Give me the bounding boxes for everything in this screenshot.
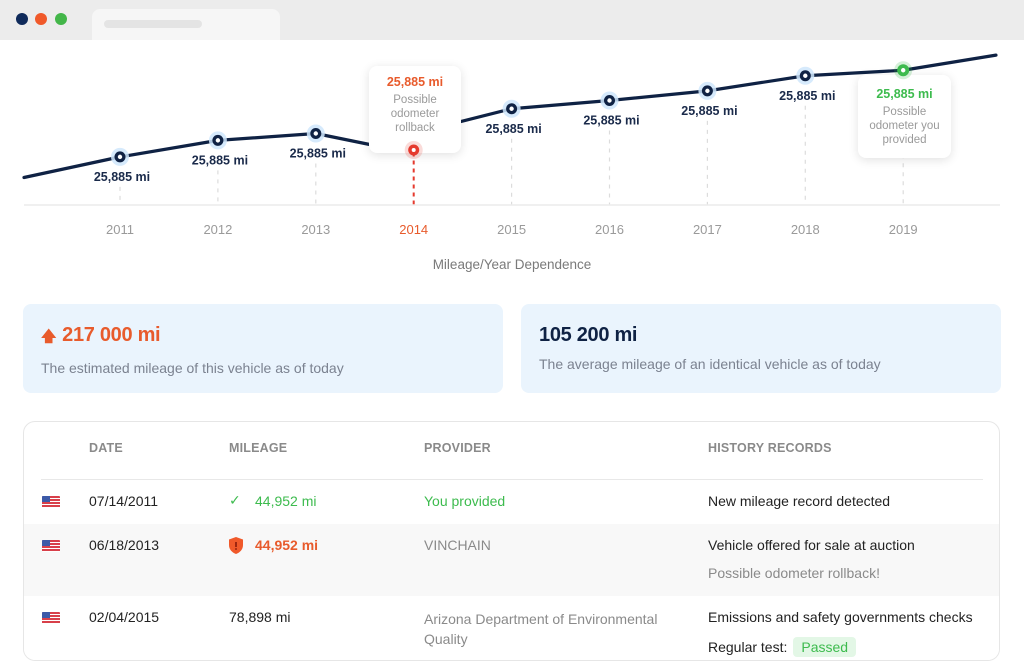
row-record: New mileage record detected [708,493,891,509]
x-tick-2018: 2018 [791,222,820,237]
provided-tooltip-value: 25,885 mi [876,87,933,101]
point-core-2016 [607,98,612,103]
estimated-mileage-description: The estimated mileage of this vehicle as… [41,360,344,376]
rollback-tooltip-text-1: Possible [393,94,437,106]
row-record: Vehicle offered for sale at auction [708,537,915,553]
rollback-tooltip: 25,885 mi Possible odometer rollback [369,66,461,153]
row-note: Regular test: Passed [708,637,857,657]
x-tick-2011: 2011 [106,222,134,237]
window-close-button[interactable] [16,13,28,25]
provided-tooltip: 25,885 mi Possible odometer you provided [858,75,951,158]
header-mileage: MILEAGE [229,441,288,455]
rollback-tooltip-text-3: rollback [395,122,435,134]
row-provider: VINCHAIN [424,537,491,553]
provided-tooltip-text-1: Possible [882,106,927,118]
data-label-2013: 25,885 mi [290,147,346,161]
x-tick-2016: 2016 [595,222,624,237]
row-provider: Arizona Department of Environmental Qual… [424,611,658,647]
us-flag-icon [42,496,60,508]
average-mileage-value: 105 200 mi [539,324,638,346]
data-label-2011: 25,885 mi [94,170,150,184]
data-label-2016: 25,885 mi [583,114,639,128]
passed-badge: Passed [793,637,857,657]
row-mileage: 78,898 mi [229,609,291,625]
rollback-tooltip-text-2: odometer [390,108,440,120]
header-provider: PROVIDER [424,441,491,455]
header-date: DATE [89,441,123,455]
x-axis-label: Mileage/Year Dependence [432,257,592,272]
provided-tooltip-text-2: odometer you [869,120,940,132]
row-record: Emissions and safety governments checks [708,609,973,625]
window-minimize-button[interactable] [35,13,47,25]
point-core-2012 [215,138,221,143]
data-label-2018: 25,885 mi [779,89,835,103]
row-provider: You provided [424,493,506,509]
x-tick-2017: 2017 [693,222,722,237]
row-mileage: 44,952 mi [255,537,319,553]
browser-tab[interactable] [92,9,280,40]
x-tick-2019: 2019 [889,222,918,237]
estimated-mileage-card: 🡅 217 000 mi The estimated mileage of thi… [23,304,503,393]
row-note: Possible odometer rollback! [708,565,880,581]
row-note-label: Regular test: [708,639,788,655]
point-core-2015 [509,106,514,111]
point-core-2017 [705,88,710,94]
row-date: 02/04/2015 [89,609,160,625]
table-row[interactable]: 06/18/2013 44,952 mi VINCHAIN Vehicle of… [24,524,999,596]
point-core-2013 [313,131,318,136]
data-label-2015: 25,885 mi [485,122,541,136]
us-flag-icon [42,540,60,552]
row-mileage: 44,952 mi [255,493,317,509]
x-tick-2015: 2015 [497,222,526,237]
browser-titlebar [0,0,1024,40]
x-tick-2013: 2013 [301,222,330,237]
tab-title-placeholder [104,20,202,28]
row-date: 06/18/2013 [89,537,160,553]
header-divider [41,479,983,480]
us-flag-icon [42,612,60,624]
point-core-2011 [117,154,123,160]
arrow-up-icon: 🡅 [41,328,57,345]
point-core-2018 [803,73,808,78]
window-maximize-button[interactable] [55,13,67,25]
rollback-tooltip-value: 25,885 mi [386,75,444,89]
table-row[interactable]: 07/14/2011 ✓ 44,952 mi You provided New … [24,480,999,524]
x-tick-2012: 2012 [203,222,232,237]
provided-tooltip-text-3: provided [882,134,927,146]
estimated-mileage-value: 217 000 mi [62,324,161,346]
data-label-2017: 25,885 mi [681,104,737,118]
mileage-chart: 2011 2012 2013 2014 2015 2016 2017 2018 2019 25,… [22,53,1000,237]
check-icon: ✓ [229,492,241,508]
row-date: 07/14/2011 [89,493,159,509]
x-tick-2014: 2014 [399,222,428,237]
data-label-2012: 25,885 mi [192,153,248,167]
average-mileage-description: The average mileage of an identical vehi… [539,356,881,372]
average-mileage-card: 105 200 mi The average mileage of an ide… [521,304,1001,393]
header-history-records: HISTORY RECORDS [708,441,832,455]
table-row[interactable]: 02/04/2015 78,898 mi Arizona Department … [24,596,999,660]
shield-alert-icon [229,537,243,554]
mileage-history-table: DATE MILEAGE PROVIDER HISTORY RECORDS 07… [23,421,1000,661]
